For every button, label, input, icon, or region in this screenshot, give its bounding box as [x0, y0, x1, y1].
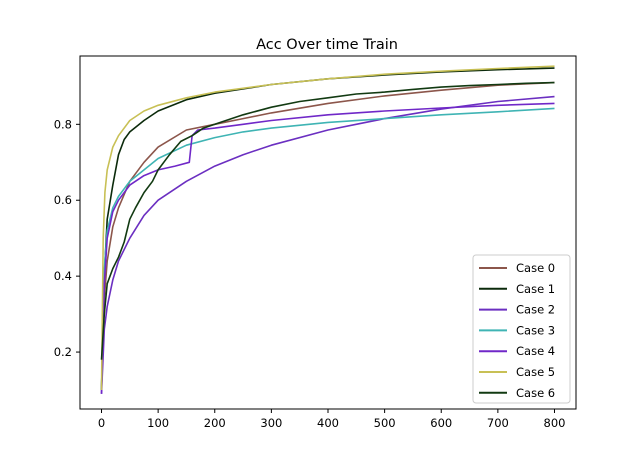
- y-tick-label: 0.6: [54, 193, 72, 207]
- series-line-case-4: [100, 102, 555, 394]
- y-tick-label: 0.8: [54, 117, 72, 131]
- legend-label: Case 1: [516, 282, 555, 296]
- legend-label: Case 5: [516, 365, 555, 379]
- x-tick-label: 100: [147, 416, 169, 430]
- x-tick-label: 600: [430, 416, 452, 430]
- x-tick-label: 0: [98, 416, 105, 430]
- x-axis: 0 100 200 300 400 500 600 700 800: [98, 409, 566, 430]
- legend: Case 0 Case 1 Case 2 Case 3 Case 4 Case 5 Case…: [472, 254, 571, 404]
- series-line-case-6: [100, 81, 555, 360]
- legend-label: Case 2: [516, 303, 555, 317]
- x-tick-label: 500: [374, 416, 396, 430]
- legend-label: Case 0: [516, 261, 555, 275]
- x-tick-label: 400: [317, 416, 339, 430]
- series-layer: [100, 65, 555, 394]
- series-line-case-5: [100, 65, 555, 391]
- y-tick-label: 0.4: [54, 269, 72, 283]
- series-line-case-0: [100, 81, 555, 391]
- x-tick-label: 200: [204, 416, 226, 430]
- x-tick-label: 300: [260, 416, 282, 430]
- legend-label: Case 4: [516, 344, 555, 358]
- chart-title: Acc Over time Train: [256, 37, 398, 53]
- y-axis: 0.2 0.4 0.6 0.8: [54, 117, 80, 359]
- series-line-case-3: [100, 107, 555, 391]
- legend-label: Case 6: [516, 386, 555, 400]
- legend-box: [472, 254, 571, 404]
- series-line-case-2: [100, 95, 555, 394]
- x-tick-label: 700: [487, 416, 509, 430]
- legend-label: Case 3: [516, 323, 555, 337]
- x-tick-label: 800: [544, 416, 566, 430]
- y-tick-label: 0.2: [54, 345, 72, 359]
